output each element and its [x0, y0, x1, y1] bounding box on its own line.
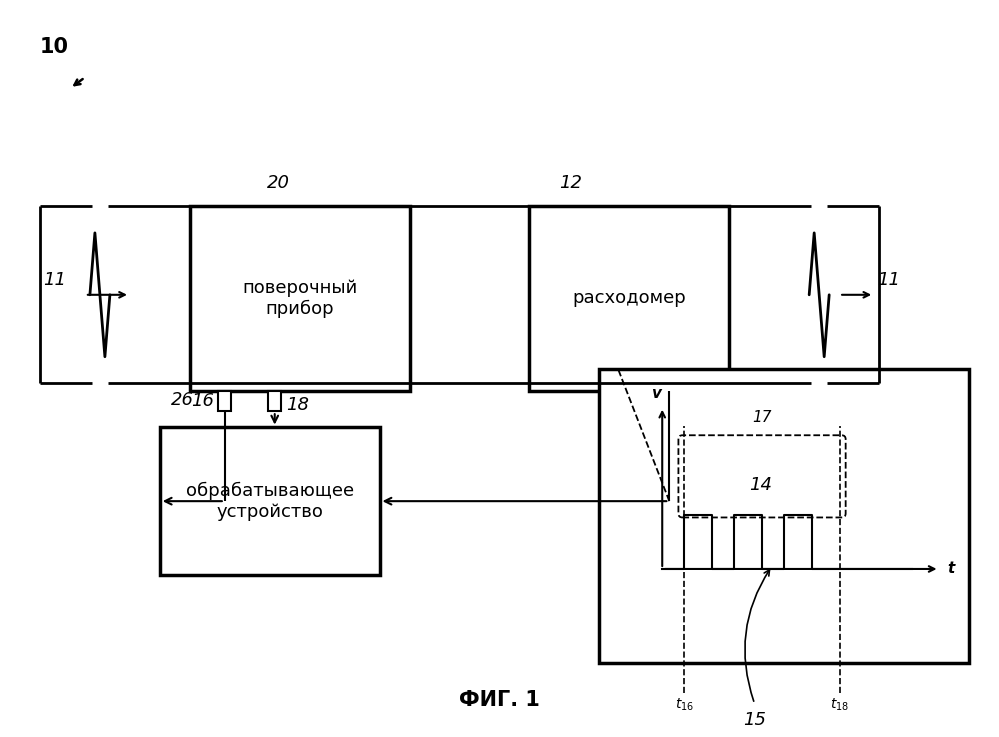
Text: 18: 18	[287, 396, 310, 414]
Text: 20: 20	[267, 174, 290, 192]
Bar	[190, 206, 410, 391]
Text: ФИГ. 1: ФИГ. 1	[460, 690, 539, 710]
Text: $t_{16}$: $t_{16}$	[675, 696, 694, 713]
Text: 15: 15	[743, 711, 766, 729]
Bar	[218, 391, 231, 411]
Text: v: v	[651, 386, 661, 401]
Text: 10: 10	[40, 37, 69, 57]
Text: поверочный
прибор: поверочный прибор	[242, 279, 358, 318]
Bar	[160, 427, 380, 575]
Text: $t_{18}$: $t_{18}$	[830, 696, 849, 713]
Text: 17: 17	[752, 411, 772, 425]
Text: 16: 16	[191, 392, 214, 410]
Text: 14: 14	[749, 476, 772, 494]
Bar	[599, 368, 969, 663]
Bar	[529, 206, 729, 391]
Text: 11: 11	[43, 271, 67, 289]
Text: 11: 11	[877, 271, 901, 289]
Bar	[268, 391, 282, 411]
Text: t: t	[947, 562, 955, 576]
Text: расходомер: расходомер	[572, 290, 686, 307]
Text: обрабатывающее
устройство: обрабатывающее устройство	[186, 482, 354, 520]
Text: 12: 12	[559, 174, 582, 192]
Text: 26: 26	[171, 391, 194, 409]
